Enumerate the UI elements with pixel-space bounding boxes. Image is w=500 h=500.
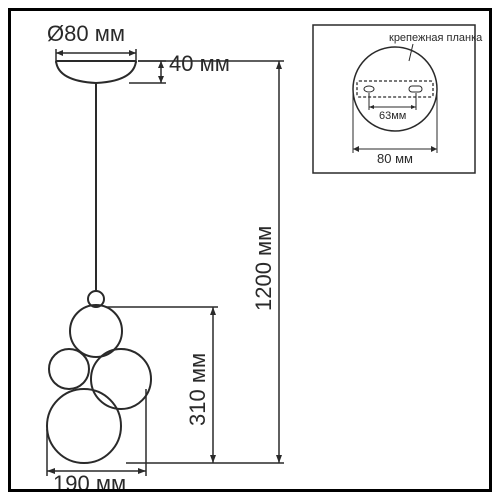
outer-frame: Ø80 мм 40 мм 1200 мм 310 мм [8, 8, 492, 492]
inset-diagram: крепежная планка 63мм 80 мм [313, 25, 483, 173]
dim-canopy-diameter: Ø80 мм [47, 21, 136, 63]
inset-outer-dim: 80 мм [377, 151, 413, 166]
overall-height-label: 1200 мм [251, 226, 276, 311]
canopy [56, 61, 136, 291]
pendant-height-label: 310 мм [185, 353, 210, 426]
inset-title: крепежная планка [389, 32, 483, 44]
inset-inner-dim: 63мм [379, 110, 406, 122]
diagram-svg: Ø80 мм 40 мм 1200 мм 310 мм [11, 11, 489, 489]
dim-canopy-height: 40 мм [129, 51, 230, 83]
canopy-diameter-label: Ø80 мм [47, 21, 125, 46]
overall-width-label: 190 мм [53, 471, 126, 489]
dim-overall-width: 190 мм [47, 389, 146, 489]
pendant-body [47, 305, 151, 463]
canopy-height-label: 40 мм [169, 51, 230, 76]
